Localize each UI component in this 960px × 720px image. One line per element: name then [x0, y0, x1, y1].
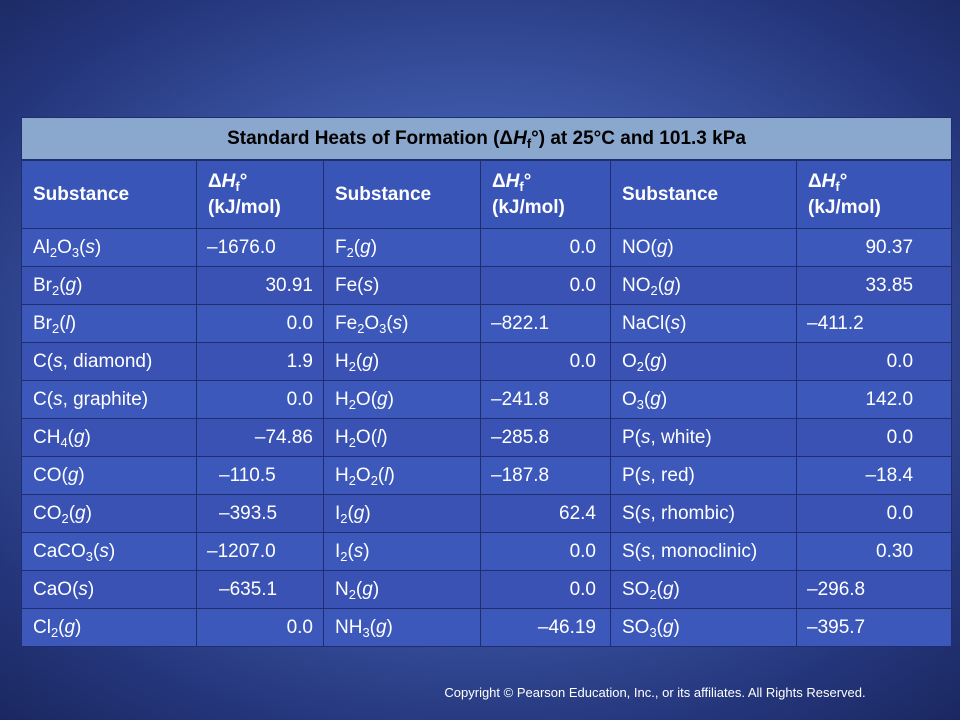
enthalpy-value-cell: 30.91 — [196, 266, 324, 305]
header-enthalpy-3: ΔHf° (kJ/mol) — [795, 159, 953, 229]
substance-cell: CO2(g) — [21, 494, 197, 533]
substance-cell: SO2(g) — [610, 570, 797, 609]
table-row: CaO(s) –635.1 N2(g) 0.0 SO2(g) –296.8 — [21, 570, 953, 609]
substance-cell: S(s, rhombic) — [610, 494, 797, 533]
substance-cell: Br2(l) — [21, 304, 197, 343]
enthalpy-value-cell: –18.4 — [795, 456, 953, 495]
substance-cell: O2(g) — [610, 342, 797, 381]
enthalpy-value-cell: –296.8 — [795, 570, 953, 609]
substance-cell: P(s, red) — [610, 456, 797, 495]
table-row: Br2(g) 30.91 Fe(s) 0.0 NO2(g) 33.85 — [21, 266, 953, 305]
table-row: CO(g) –110.5 H2O2(l) –187.8 P(s, red) –18.4 — [21, 456, 953, 495]
header-enthalpy-2: ΔHf° (kJ/mol) — [480, 159, 611, 229]
table-row: CH4(g) –74.86 H2O(l) –285.8 P(s, white) 0.0 — [21, 418, 953, 457]
enthalpy-value-cell: 0.0 — [196, 608, 324, 647]
substance-cell: I2(g) — [323, 494, 481, 533]
substance-cell: S(s, monoclinic) — [610, 532, 797, 571]
enthalpy-value-cell: –285.8 — [480, 418, 611, 457]
table-row: C(s, diamond) 1.9 H2(g) 0.0 O2(g) 0.0 — [21, 342, 953, 381]
substance-cell: NO2(g) — [610, 266, 797, 305]
header-substance-2: Substance — [323, 159, 481, 229]
substance-cell: C(s, diamond) — [21, 342, 197, 381]
substance-cell: C(s, graphite) — [21, 380, 197, 419]
enthalpy-value-cell: 0.30 — [795, 532, 953, 571]
substance-cell: H2(g) — [323, 342, 481, 381]
copyright-notice: Copyright © Pearson Education, Inc., or … — [444, 685, 866, 700]
header-substance-1: Substance — [21, 159, 197, 229]
substance-cell: CO(g) — [21, 456, 197, 495]
enthalpy-value-cell: –393.5 — [196, 494, 324, 533]
header-enthalpy-1: ΔHf° (kJ/mol) — [196, 159, 324, 229]
table-row: C(s, graphite) 0.0 H2O(g) –241.8 O3(g) 142.0 — [21, 380, 953, 419]
substance-cell: H2O2(l) — [323, 456, 481, 495]
enthalpy-value-cell: –110.5 — [196, 456, 324, 495]
heats-of-formation-table: Standard Heats of Formation (ΔHf°) at 25… — [20, 117, 953, 647]
enthalpy-value-cell: 0.0 — [480, 570, 611, 609]
enthalpy-value-cell: 0.0 — [480, 228, 611, 267]
substance-cell: H2O(l) — [323, 418, 481, 457]
enthalpy-value-cell: 62.4 — [480, 494, 611, 533]
header-substance-3: Substance — [610, 159, 797, 229]
enthalpy-value-cell: 0.0 — [795, 342, 953, 381]
enthalpy-value-cell: 0.0 — [480, 342, 611, 381]
enthalpy-value-cell: 0.0 — [795, 418, 953, 457]
enthalpy-value-cell: 0.0 — [196, 304, 324, 343]
substance-cell: O3(g) — [610, 380, 797, 419]
table-row: CO2(g) –393.5 I2(g) 62.4 S(s, rhombic) 0.0 — [21, 494, 953, 533]
enthalpy-value-cell: 142.0 — [795, 380, 953, 419]
substance-cell: Al2O3(s) — [21, 228, 197, 267]
table-row: Cl2(g) 0.0 NH3(g) –46.19 SO3(g) –395.7 — [21, 608, 953, 647]
substance-cell: H2O(g) — [323, 380, 481, 419]
enthalpy-value-cell: –411.2 — [795, 304, 953, 343]
enthalpy-value-cell: –635.1 — [196, 570, 324, 609]
table-row: Br2(l) 0.0 Fe2O3(s) –822.1 NaCl(s) –411.2 — [21, 304, 953, 343]
substance-cell: Fe2O3(s) — [323, 304, 481, 343]
enthalpy-value-cell: 0.0 — [480, 266, 611, 305]
enthalpy-value-cell: 33.85 — [795, 266, 953, 305]
substance-cell: Cl2(g) — [21, 608, 197, 647]
substance-cell: I2(s) — [323, 532, 481, 571]
enthalpy-value-cell: –822.1 — [480, 304, 611, 343]
enthalpy-value-cell: –241.8 — [480, 380, 611, 419]
substance-cell: Fe(s) — [323, 266, 481, 305]
substance-cell: CH4(g) — [21, 418, 197, 457]
substance-cell: P(s, white) — [610, 418, 797, 457]
substance-cell: CaCO3(s) — [21, 532, 197, 571]
table-row: CaCO3(s) –1207.0 I2(s) 0.0 S(s, monoclinic) 0… — [21, 532, 953, 571]
table-row: Al2O3(s) –1676.0 F2(g) 0.0 NO(g) 90.37 — [21, 228, 953, 267]
enthalpy-value-cell: –74.86 — [196, 418, 324, 457]
enthalpy-value-cell: –1207.0 — [196, 532, 324, 571]
substance-cell: SO3(g) — [610, 608, 797, 647]
substance-cell: NaCl(s) — [610, 304, 797, 343]
enthalpy-value-cell: –395.7 — [795, 608, 953, 647]
enthalpy-value-cell: –46.19 — [480, 608, 611, 647]
enthalpy-value-cell: 0.0 — [795, 494, 953, 533]
enthalpy-value-cell: –187.8 — [480, 456, 611, 495]
enthalpy-value-cell: 90.37 — [795, 228, 953, 267]
substance-cell: F2(g) — [323, 228, 481, 267]
table-title: Standard Heats of Formation (ΔHf°) at 25… — [20, 117, 953, 161]
substance-cell: Br2(g) — [21, 266, 197, 305]
enthalpy-value-cell: 1.9 — [196, 342, 324, 381]
heats-of-formation-table-container: Standard Heats of Formation (ΔHf°) at 25… — [20, 117, 953, 649]
substance-cell: CaO(s) — [21, 570, 197, 609]
enthalpy-value-cell: 0.0 — [196, 380, 324, 419]
substance-cell: NH3(g) — [323, 608, 481, 647]
enthalpy-value-cell: –1676.0 — [196, 228, 324, 267]
substance-cell: NO(g) — [610, 228, 797, 267]
enthalpy-value-cell: 0.0 — [480, 532, 611, 571]
substance-cell: N2(g) — [323, 570, 481, 609]
